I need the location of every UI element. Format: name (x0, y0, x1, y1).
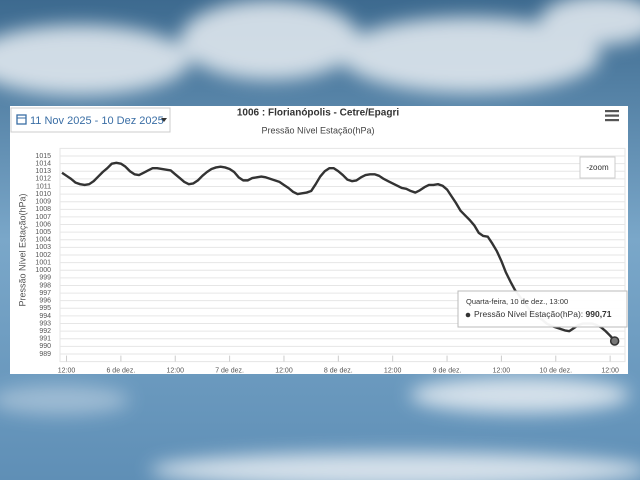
y-tick-label: 1014 (35, 160, 51, 167)
date-picker-box[interactable] (10, 107, 171, 133)
tooltip-value: 990,71 (586, 309, 612, 319)
tooltip: Quarta-feira, 10 de dez., 13:00 Pressão … (457, 290, 628, 328)
y-tick-label: 1015 (35, 153, 51, 160)
zoom-box[interactable] (579, 156, 616, 179)
chart-subtitle: Pressão Nível Estação(hPa) (261, 125, 374, 135)
date-picker[interactable]: 11 Nov 2025 - 10 Dez 2025 (10, 107, 171, 133)
x-tick-label: 12:00 (493, 367, 511, 374)
y-tick-label: 1008 (35, 206, 51, 213)
y-tick-label: 1006 (35, 221, 51, 228)
y-tick-label: 1009 (35, 199, 51, 206)
y-tick-label: 999 (39, 275, 51, 282)
tooltip-label: Pressão Nível Estação(hPa): 990,71 (474, 309, 612, 319)
x-tick-label: 12:00 (58, 367, 76, 374)
tooltip-series: Pressão Nível Estação(hPa): (474, 309, 583, 319)
y-tick-label: 998 (39, 282, 51, 289)
date-range[interactable]: 11 Nov 2025 - 10 Dez 2025 (30, 115, 164, 127)
y-tick-label: 991 (39, 336, 51, 343)
x-tick-label: 7 de dez. (215, 367, 244, 374)
menu-bar (605, 114, 619, 117)
zoom-button[interactable]: -zoom (579, 156, 616, 179)
y-tick-label: 1011 (36, 183, 51, 190)
plot-area: 9899909919929939949959969979989991000100… (35, 147, 626, 374)
y-tick-label: 990 (39, 343, 51, 350)
y-tick-label: 1002 (35, 252, 51, 259)
calendar-icon (16, 114, 27, 125)
hover-marker (609, 336, 620, 346)
y-tick-label: 996 (39, 298, 51, 305)
y-tick-label: 994 (39, 313, 51, 320)
x-tick-label: 9 de dez. (433, 367, 462, 374)
x-tick-label: 12:00 (601, 367, 619, 374)
y-tick-label: 1000 (35, 267, 51, 274)
menu-bar (605, 119, 619, 122)
x-tick-label: 6 de dez. (106, 367, 135, 374)
y-tick-label: 1001 (35, 259, 51, 266)
y-tick-label: 1013 (35, 168, 51, 175)
x-tick-label: 10 de dez. (539, 367, 572, 374)
y-tick-label: 1004 (35, 237, 51, 244)
chart-title: 1006 : Florianópolis - Cetre/Epagri (237, 108, 399, 119)
y-tick-label: 989 (39, 351, 51, 358)
y-tick-label: 995 (39, 305, 51, 312)
zoom-label[interactable]: -zoom (586, 163, 609, 172)
x-tick-label: 12:00 (384, 367, 402, 374)
tooltip-box (457, 290, 628, 328)
y-tick-label: 1003 (35, 244, 51, 251)
menu-button[interactable] (605, 110, 619, 122)
menu-bar (605, 110, 619, 113)
y-tick-label: 1010 (35, 191, 51, 198)
x-tick-label: 8 de dez. (324, 367, 353, 374)
y-axis-label: Pressão Nível Estação(hPa) (17, 193, 27, 306)
y-tick-label: 1007 (35, 214, 51, 221)
y-tick-label: 993 (39, 320, 51, 327)
x-tick-label: 12:00 (275, 367, 293, 374)
tooltip-header: Quarta-feira, 10 de dez., 13:00 (466, 297, 568, 306)
y-tick-label: 997 (39, 290, 51, 297)
y-tick-label: 1012 (35, 176, 51, 183)
tooltip-bullet (465, 312, 471, 318)
y-tick-label: 1005 (35, 229, 51, 236)
y-tick-label: 992 (39, 328, 51, 335)
x-tick-label: 12:00 (166, 367, 184, 374)
caret (161, 118, 167, 122)
